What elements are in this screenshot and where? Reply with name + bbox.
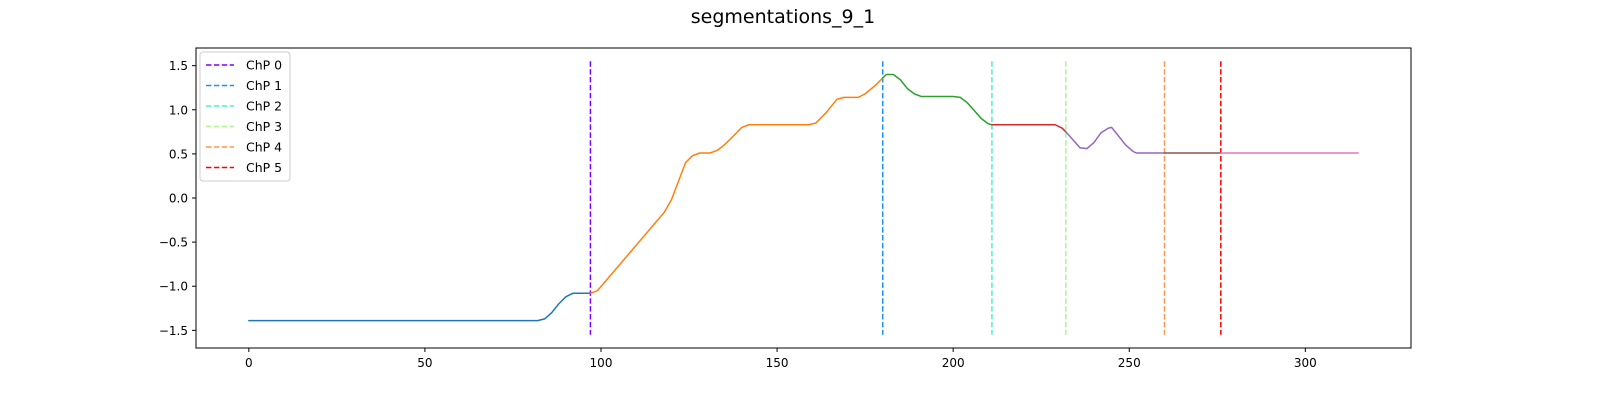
y-tick-label-6: 1.5 bbox=[169, 59, 188, 73]
legend-label-5: ChP 5 bbox=[246, 160, 282, 175]
series-segment-3 bbox=[991, 124, 1067, 133]
x-tick-label-4: 200 bbox=[942, 356, 965, 370]
x-tick-label-5: 250 bbox=[1118, 356, 1141, 370]
changepoint-layer bbox=[589, 61, 1222, 335]
legend: ChP 0 ChP 1 ChP 2 ChP 3 ChP 4 ChP 5 bbox=[199, 51, 291, 182]
series-segment-4 bbox=[1065, 126, 1166, 154]
x-tick-label-0: 0 bbox=[245, 356, 253, 370]
series-segment-1 bbox=[589, 77, 884, 295]
x-tick-label-1: 50 bbox=[417, 356, 432, 370]
legend-box bbox=[199, 51, 291, 182]
series-layer bbox=[248, 73, 1359, 322]
x-tick-label-2: 100 bbox=[590, 356, 613, 370]
y-tick-label-2: −0.5 bbox=[159, 236, 188, 250]
legend-label-2: ChP 2 bbox=[246, 99, 282, 114]
legend-label-3: ChP 3 bbox=[246, 119, 282, 134]
y-tick-label-0: −1.5 bbox=[159, 324, 188, 338]
x-axis: 0 50 100 150 200 250 300 bbox=[245, 348, 1317, 370]
x-tick-label-6: 300 bbox=[1294, 356, 1317, 370]
legend-label-1: ChP 1 bbox=[246, 78, 282, 93]
plot-frame bbox=[195, 47, 1412, 349]
y-tick-label-4: 0.5 bbox=[169, 147, 188, 161]
x-tick-label-3: 150 bbox=[766, 356, 789, 370]
y-tick-label-5: 1.0 bbox=[169, 103, 188, 117]
y-tick-label-1: −1.0 bbox=[159, 280, 188, 294]
legend-label-0: ChP 0 bbox=[246, 58, 282, 73]
series-segment-2 bbox=[881, 73, 993, 126]
legend-label-4: ChP 4 bbox=[246, 140, 282, 155]
y-axis: −1.5 −1.0 −0.5 0.0 0.5 1.0 1.5 bbox=[159, 59, 196, 338]
y-tick-label-3: 0.0 bbox=[169, 192, 188, 206]
series-segment-0 bbox=[248, 292, 592, 322]
chart-title: segmentations_9_1 bbox=[691, 6, 875, 28]
